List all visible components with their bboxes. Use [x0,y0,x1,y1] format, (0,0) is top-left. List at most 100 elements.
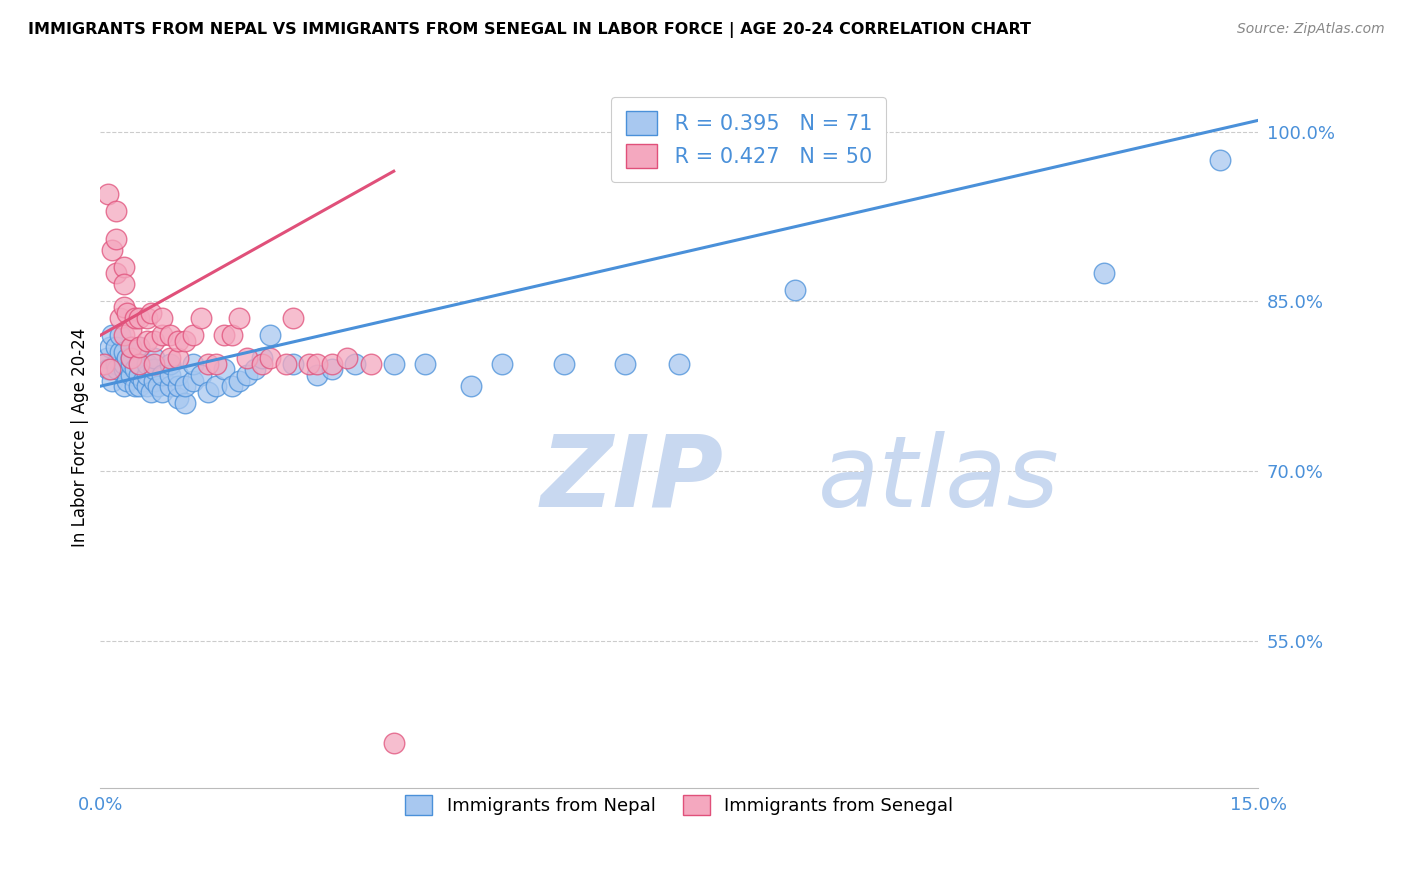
Point [221,328,243,343]
Point [181,357,204,371]
Point [228,374,250,388]
Point [252,351,274,365]
Point [135,311,157,326]
Point [120,351,142,365]
Point [104,340,127,354]
Point [221,379,243,393]
Point [128,340,150,354]
Point [252,357,274,371]
Point [243,362,266,376]
Point [124,311,146,326]
Point [460,379,482,393]
Point [124,379,146,393]
Point [128,357,150,371]
Point [228,311,250,326]
Point [98,340,121,354]
Point [283,357,305,371]
Point [97,186,120,201]
Point [101,374,124,388]
Point [112,379,135,393]
Point [283,311,305,326]
Point [128,357,150,371]
Point [212,328,235,343]
Point [321,357,343,371]
Point [120,368,142,382]
Y-axis label: In Labor Force | Age 20-24: In Labor Force | Age 20-24 [72,327,89,547]
Point [259,351,281,365]
Point [336,351,359,365]
Text: atlas: atlas [818,431,1060,528]
Point [382,736,405,750]
Point [135,379,157,393]
Point [96,351,118,365]
Point [298,357,321,371]
Point [166,391,188,405]
Point [150,368,173,382]
Point [159,368,181,382]
Point [614,357,637,371]
Point [181,374,204,388]
Point [128,311,150,326]
Point [1092,266,1115,280]
Point [128,340,150,354]
Point [174,379,197,393]
Point [104,203,127,218]
Point [305,357,328,371]
Point [148,379,170,393]
Point [1209,153,1232,167]
Point [108,311,131,326]
Point [236,368,259,382]
Point [120,323,142,337]
Point [150,384,173,399]
Point [135,368,157,382]
Point [112,328,135,343]
Point [143,351,166,365]
Point [785,283,807,297]
Point [159,357,181,371]
Point [159,351,181,365]
Point [112,277,135,292]
Point [132,374,155,388]
Point [274,357,297,371]
Point [166,368,188,382]
Point [190,311,212,326]
Point [117,374,139,388]
Point [174,396,197,410]
Point [236,351,259,365]
Point [120,351,142,365]
Point [150,328,173,343]
Point [166,351,188,365]
Point [112,260,135,275]
Point [205,357,228,371]
Point [108,345,131,359]
Point [120,357,142,371]
Point [120,340,142,354]
Point [98,362,121,376]
Point [112,345,135,359]
Point [135,357,157,371]
Point [112,357,135,371]
Point [259,328,281,343]
Legend: Immigrants from Nepal, Immigrants from Senegal: Immigrants from Nepal, Immigrants from S… [396,786,963,824]
Point [197,357,219,371]
Point [190,368,212,382]
Point [143,357,166,371]
Point [205,379,228,393]
Point [360,357,382,371]
Point [344,357,367,371]
Point [101,328,124,343]
Point [181,328,204,343]
Point [139,384,162,399]
Point [105,362,128,376]
Point [159,328,181,343]
Point [150,311,173,326]
Point [101,244,124,258]
Text: IMMIGRANTS FROM NEPAL VS IMMIGRANTS FROM SENEGAL IN LABOR FORCE | AGE 20-24 CORR: IMMIGRANTS FROM NEPAL VS IMMIGRANTS FROM… [28,22,1031,38]
Point [112,300,135,314]
Point [139,306,162,320]
Point [117,351,139,365]
Point [668,357,690,371]
Point [97,362,120,376]
Point [382,357,405,371]
Point [135,334,157,348]
